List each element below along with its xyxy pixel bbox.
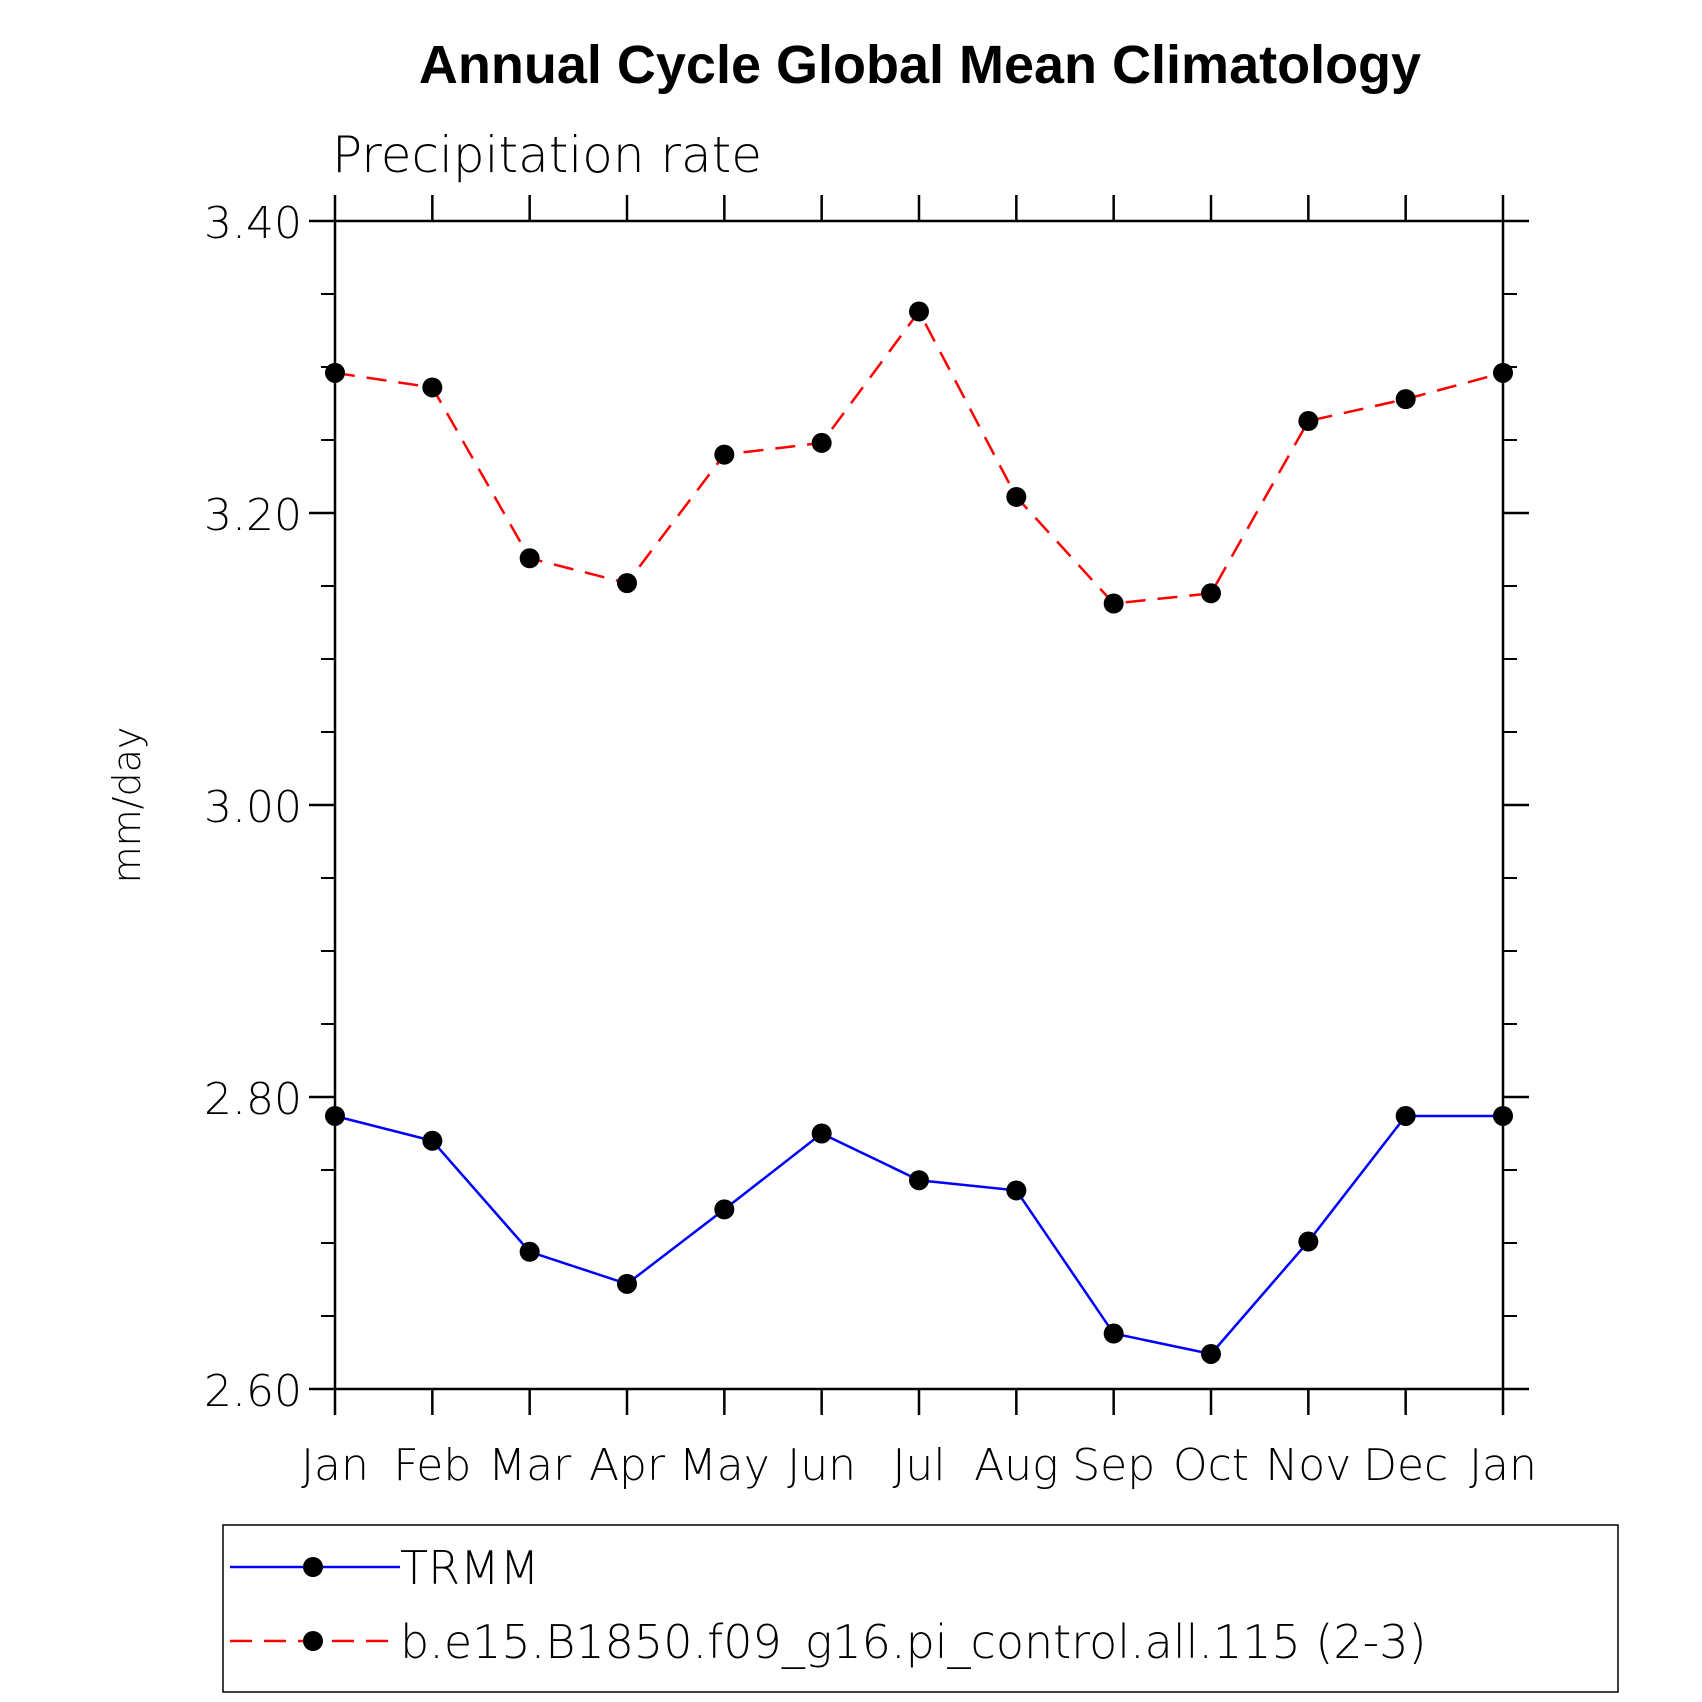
data-point bbox=[422, 1130, 443, 1151]
data-point bbox=[1103, 1323, 1124, 1344]
axis-ticks bbox=[309, 195, 1529, 1415]
x-tick-label: May bbox=[679, 1440, 770, 1491]
legend-entry-1: TRMM bbox=[230, 1541, 539, 1595]
series-1 bbox=[325, 1105, 1513, 1364]
y-tick-label: 3.40 bbox=[204, 198, 302, 249]
x-tick-label: Feb bbox=[393, 1440, 471, 1491]
x-tick-label: Jul bbox=[892, 1440, 945, 1491]
data-point bbox=[1201, 1343, 1221, 1364]
data-point bbox=[617, 573, 637, 594]
data-point bbox=[1493, 362, 1513, 383]
data-point bbox=[519, 1241, 540, 1262]
data-point bbox=[325, 362, 345, 383]
data-point bbox=[714, 444, 735, 465]
data-point bbox=[1103, 593, 1124, 614]
series-2 bbox=[325, 301, 1513, 614]
x-tick-labels: Jan Feb Mar Apr May Jun Jul Aug Sep Oct Nov Dec Jan bbox=[301, 1440, 1537, 1491]
x-tick-label: Jan bbox=[1469, 1440, 1537, 1491]
data-point bbox=[1006, 1180, 1027, 1201]
legend-marker bbox=[303, 1557, 323, 1577]
data-point bbox=[909, 1170, 929, 1191]
data-point bbox=[519, 548, 540, 569]
x-tick-label: Apr bbox=[589, 1440, 666, 1491]
chart-subtitle: Precipitation rate bbox=[332, 126, 762, 184]
y-tick-label: 3.00 bbox=[204, 782, 302, 833]
legend: TRMM b.e15.B1850.f09_g16.pi_control.all.1… bbox=[222, 1524, 1619, 1693]
x-tick-label: Jan bbox=[301, 1440, 369, 1491]
data-point bbox=[1298, 1231, 1319, 1252]
x-tick-label: Jun bbox=[787, 1440, 856, 1491]
series-lines bbox=[325, 301, 1513, 1364]
x-tick-label: Nov bbox=[1265, 1440, 1351, 1491]
data-point bbox=[811, 1123, 832, 1144]
series-line bbox=[334, 309, 1504, 605]
x-tick-label: Aug bbox=[974, 1440, 1058, 1491]
data-point bbox=[909, 301, 929, 322]
x-tick-label: Sep bbox=[1072, 1440, 1155, 1491]
data-point bbox=[811, 432, 832, 453]
y-tick-label: 3.20 bbox=[204, 490, 302, 541]
data-point bbox=[1493, 1105, 1513, 1126]
legend-marker bbox=[303, 1631, 323, 1651]
legend-entry-2: b.e15.B1850.f09_g16.pi_control.all.115 (… bbox=[230, 1615, 1426, 1669]
data-point bbox=[1298, 411, 1319, 432]
y-tick-labels: 2.60 2.80 3.00 3.20 3.40 bbox=[204, 198, 302, 1417]
legend-label: b.e15.B1850.f09_g16.pi_control.all.115 (… bbox=[400, 1615, 1426, 1669]
chart-title: Annual Cycle Global Mean Climatology bbox=[419, 35, 1421, 95]
data-point bbox=[1395, 389, 1416, 410]
data-point bbox=[422, 377, 443, 398]
y-tick-label: 2.60 bbox=[204, 1366, 302, 1417]
series-line bbox=[334, 1114, 1503, 1356]
legend-frame bbox=[222, 1524, 1619, 1693]
y-tick-label: 2.80 bbox=[204, 1074, 302, 1125]
x-tick-label: Oct bbox=[1173, 1440, 1249, 1491]
data-point bbox=[617, 1273, 637, 1294]
data-point bbox=[325, 1105, 345, 1126]
legend-label: TRMM bbox=[400, 1541, 539, 1595]
legend-entries: TRMM b.e15.B1850.f09_g16.pi_control.all.1… bbox=[230, 1541, 1426, 1669]
plot-frame bbox=[333, 219, 1505, 1391]
y-axis-label: mm/day bbox=[105, 727, 149, 884]
data-point bbox=[1201, 583, 1221, 604]
data-point bbox=[1395, 1105, 1416, 1126]
x-tick-label: Dec bbox=[1363, 1440, 1448, 1491]
data-point bbox=[714, 1199, 735, 1220]
x-tick-label: Mar bbox=[488, 1440, 572, 1491]
data-point bbox=[1006, 486, 1027, 507]
